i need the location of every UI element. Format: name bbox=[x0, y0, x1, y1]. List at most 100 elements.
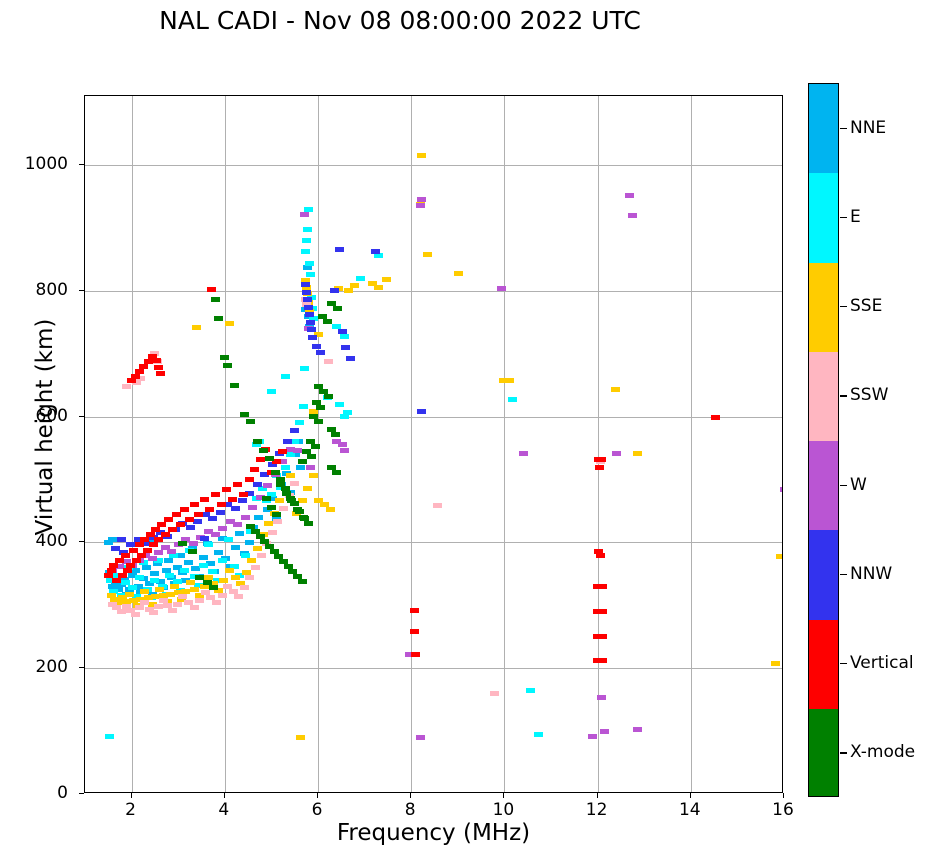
data-point bbox=[236, 581, 246, 587]
data-point bbox=[145, 532, 155, 538]
data-point bbox=[248, 504, 258, 510]
y-tick bbox=[79, 415, 84, 417]
data-point bbox=[117, 572, 127, 578]
data-point bbox=[238, 498, 247, 504]
data-point bbox=[140, 600, 150, 606]
data-point bbox=[286, 489, 296, 495]
data-point bbox=[238, 492, 248, 498]
data-point bbox=[416, 734, 426, 740]
data-point bbox=[222, 487, 232, 493]
x-tick-label: 14 bbox=[678, 800, 701, 820]
data-point bbox=[190, 586, 200, 592]
data-point bbox=[180, 507, 190, 513]
colorbar-segment-nne[interactable] bbox=[809, 84, 838, 174]
data-point bbox=[300, 211, 310, 217]
data-point bbox=[285, 495, 295, 501]
data-point bbox=[109, 589, 119, 595]
data-point bbox=[152, 357, 162, 363]
data-point bbox=[207, 287, 217, 293]
data-point bbox=[285, 451, 295, 457]
data-point bbox=[624, 192, 634, 198]
data-point bbox=[110, 596, 120, 602]
data-point bbox=[518, 450, 528, 456]
data-point bbox=[239, 585, 249, 591]
data-point bbox=[416, 196, 426, 202]
data-point bbox=[147, 601, 157, 607]
data-point bbox=[294, 420, 304, 426]
data-point bbox=[189, 605, 199, 611]
data-point bbox=[779, 486, 782, 492]
data-point bbox=[595, 552, 605, 558]
data-point bbox=[200, 590, 210, 596]
colorbar-segment-sse[interactable] bbox=[809, 262, 838, 352]
data-point bbox=[497, 285, 507, 291]
y-tick-label: 600 bbox=[35, 405, 68, 426]
colorbar-segment-w[interactable] bbox=[809, 441, 838, 531]
data-point bbox=[273, 518, 283, 524]
gridline-vertical bbox=[597, 96, 599, 792]
data-point bbox=[144, 606, 154, 612]
data-point bbox=[198, 555, 208, 561]
data-point bbox=[151, 527, 161, 533]
data-point bbox=[255, 456, 265, 462]
data-point bbox=[250, 467, 260, 473]
data-point bbox=[147, 556, 157, 562]
data-point bbox=[306, 327, 316, 333]
data-point bbox=[251, 565, 261, 571]
data-point bbox=[126, 607, 136, 613]
data-point bbox=[611, 450, 621, 456]
colorbar-segment-e[interactable] bbox=[809, 173, 838, 263]
data-point bbox=[167, 575, 177, 581]
data-point bbox=[121, 599, 131, 605]
data-point bbox=[142, 586, 152, 592]
data-point bbox=[211, 600, 221, 606]
colorbar[interactable] bbox=[808, 83, 839, 797]
x-tick-label: 16 bbox=[772, 800, 794, 820]
data-point bbox=[193, 518, 203, 524]
data-point bbox=[346, 356, 356, 362]
data-point bbox=[165, 572, 175, 578]
colorbar-tick bbox=[840, 484, 847, 486]
data-point bbox=[126, 562, 136, 568]
data-point bbox=[367, 280, 377, 286]
data-point bbox=[318, 313, 328, 319]
data-point bbox=[229, 382, 239, 388]
data-point bbox=[339, 414, 349, 420]
data-point bbox=[148, 542, 158, 548]
data-point bbox=[337, 441, 347, 447]
data-point bbox=[349, 283, 359, 289]
data-point bbox=[224, 321, 234, 327]
data-point bbox=[108, 583, 118, 589]
data-point bbox=[266, 492, 276, 498]
colorbar-segment-x-mode[interactable] bbox=[809, 708, 838, 796]
x-tick bbox=[783, 793, 784, 798]
data-point bbox=[288, 568, 298, 574]
data-point bbox=[306, 319, 316, 325]
data-point bbox=[771, 660, 781, 666]
data-point bbox=[284, 493, 294, 499]
colorbar-segment-nnw[interactable] bbox=[809, 530, 838, 620]
data-point bbox=[131, 557, 141, 563]
data-point bbox=[290, 439, 300, 445]
data-point bbox=[147, 591, 157, 597]
data-point bbox=[252, 439, 262, 445]
data-point bbox=[114, 600, 124, 606]
data-point bbox=[106, 567, 116, 573]
data-point bbox=[173, 542, 183, 548]
colorbar-segment-ssw[interactable] bbox=[809, 351, 838, 441]
data-point bbox=[187, 548, 197, 554]
plot-area[interactable] bbox=[84, 95, 783, 793]
data-point bbox=[148, 534, 158, 540]
data-point bbox=[332, 323, 342, 329]
data-point bbox=[504, 377, 514, 383]
data-point bbox=[316, 350, 326, 356]
data-point bbox=[223, 583, 233, 589]
data-point bbox=[252, 482, 262, 488]
colorbar-tick bbox=[840, 752, 847, 754]
data-point bbox=[356, 275, 366, 281]
data-point bbox=[286, 473, 296, 479]
data-point bbox=[116, 592, 126, 598]
colorbar-segment-vertical[interactable] bbox=[809, 619, 838, 709]
data-point bbox=[262, 498, 272, 504]
colorbar-tick bbox=[840, 395, 847, 397]
